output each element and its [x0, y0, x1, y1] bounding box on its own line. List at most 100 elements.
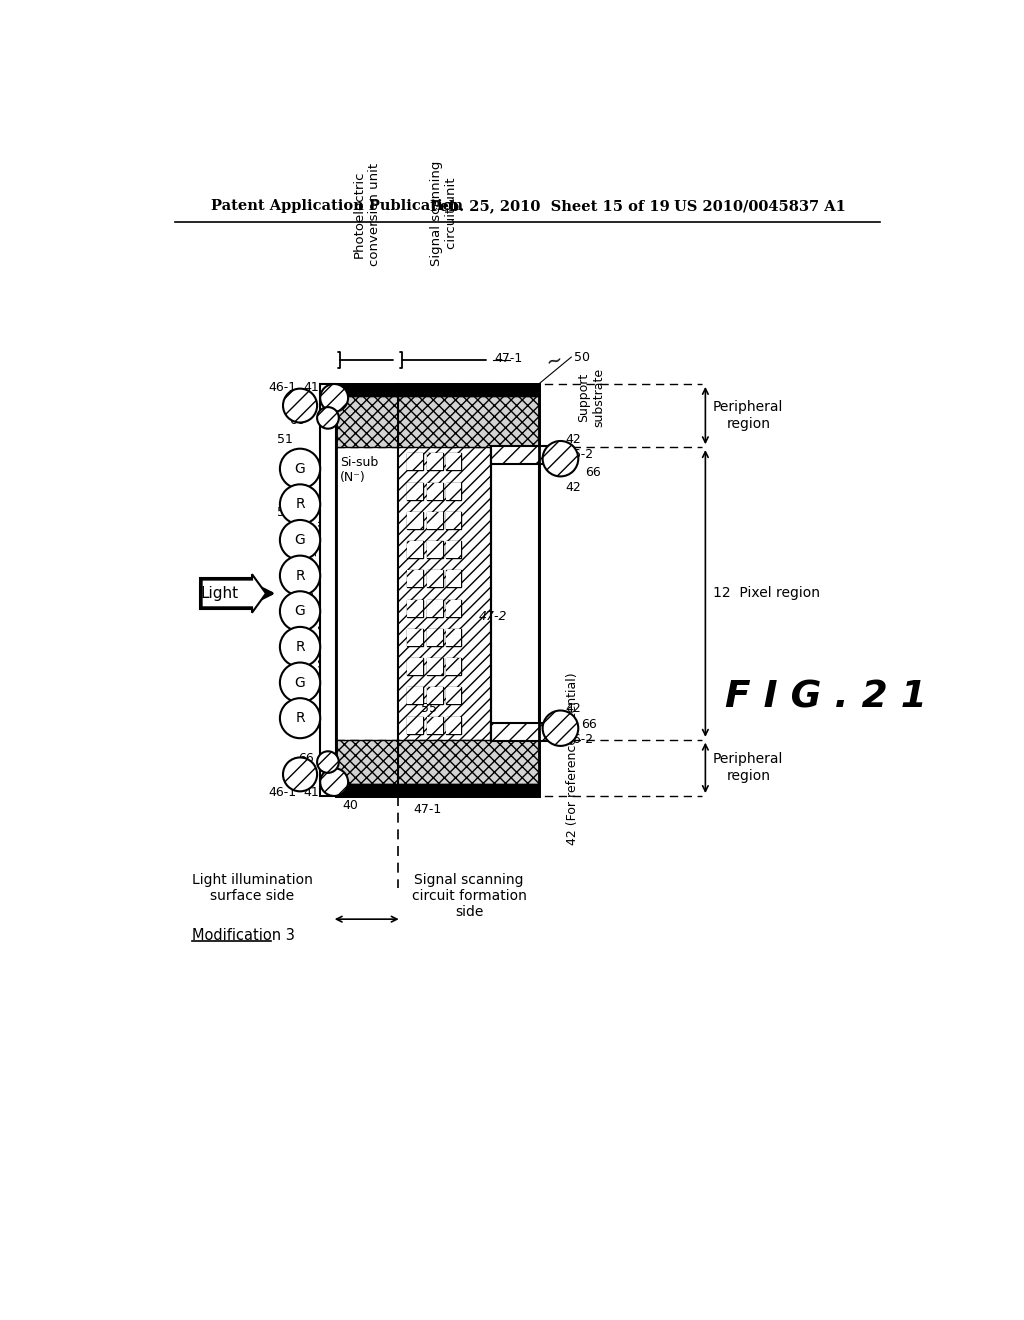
Bar: [427, 659, 442, 675]
Bar: [336, 396, 539, 447]
Circle shape: [280, 520, 321, 560]
Text: Feb. 25, 2010  Sheet 15 of 19: Feb. 25, 2010 Sheet 15 of 19: [430, 199, 670, 213]
Circle shape: [280, 591, 321, 631]
Bar: [407, 541, 423, 558]
Bar: [427, 512, 442, 529]
Text: 42 (For reference potential): 42 (For reference potential): [566, 673, 579, 845]
Bar: [407, 483, 423, 499]
Text: 41: 41: [303, 785, 318, 799]
Circle shape: [543, 441, 579, 477]
Bar: [445, 659, 461, 675]
Bar: [407, 512, 423, 529]
Bar: [445, 570, 461, 587]
Circle shape: [283, 388, 317, 422]
Bar: [407, 688, 423, 705]
Text: Signal scanning
circuit formation
side: Signal scanning circuit formation side: [412, 873, 526, 919]
Bar: [336, 739, 539, 784]
Text: G: G: [295, 533, 305, 546]
Circle shape: [321, 768, 348, 796]
Bar: [490, 447, 539, 739]
Text: Peripheral
region: Peripheral region: [713, 752, 783, 783]
Text: R: R: [295, 640, 305, 653]
Text: 50: 50: [573, 351, 590, 363]
Bar: [407, 628, 423, 645]
Bar: [407, 541, 423, 558]
Text: Photoelectric
conversion unit: Photoelectric conversion unit: [352, 164, 381, 267]
Bar: [445, 599, 461, 616]
Circle shape: [317, 407, 339, 429]
Bar: [445, 628, 461, 645]
Bar: [407, 453, 423, 470]
Bar: [427, 570, 442, 587]
Text: 66: 66: [289, 414, 305, 428]
Bar: [407, 628, 423, 645]
Text: R: R: [295, 498, 305, 511]
Text: 46-2: 46-2: [566, 733, 594, 746]
Text: 47-2: 47-2: [479, 610, 508, 623]
Bar: [427, 717, 442, 734]
Text: 46-2: 46-2: [566, 449, 594, 462]
Bar: [427, 599, 442, 616]
Bar: [490, 446, 562, 465]
Bar: [427, 628, 442, 645]
Bar: [321, 384, 336, 796]
Bar: [407, 453, 423, 470]
Bar: [427, 688, 442, 705]
Text: F I G . 2 1: F I G . 2 1: [725, 680, 927, 715]
Text: 55: 55: [421, 702, 437, 715]
Bar: [336, 784, 539, 796]
Bar: [445, 541, 461, 558]
Bar: [445, 688, 461, 705]
Text: 46-1: 46-1: [269, 785, 297, 799]
Bar: [445, 599, 461, 616]
Bar: [445, 541, 461, 558]
Text: G: G: [295, 462, 305, 475]
Text: Light illumination
surface side: Light illumination surface side: [191, 873, 312, 903]
Bar: [407, 717, 423, 734]
Text: 41: 41: [303, 381, 318, 395]
Text: 53: 53: [289, 483, 305, 496]
Bar: [407, 659, 423, 675]
Text: 47-1: 47-1: [495, 352, 523, 366]
Bar: [445, 453, 461, 470]
Bar: [427, 717, 442, 734]
Text: 42: 42: [566, 433, 582, 446]
Bar: [407, 483, 423, 499]
FancyArrow shape: [202, 574, 266, 612]
Bar: [407, 599, 423, 616]
Circle shape: [280, 556, 321, 595]
Text: Light: Light: [201, 586, 239, 601]
Text: Si-sub
(N⁻): Si-sub (N⁻): [340, 457, 379, 484]
Text: Signal scanning
circuit unit: Signal scanning circuit unit: [430, 161, 458, 267]
Circle shape: [280, 627, 321, 667]
Bar: [407, 717, 423, 734]
Bar: [336, 384, 539, 796]
Bar: [427, 483, 442, 499]
Circle shape: [543, 710, 579, 746]
Bar: [427, 628, 442, 645]
Text: 40: 40: [342, 799, 357, 812]
Bar: [427, 659, 442, 675]
Bar: [427, 453, 442, 470]
Bar: [407, 688, 423, 705]
Bar: [336, 384, 539, 796]
FancyBboxPatch shape: [200, 578, 254, 609]
Bar: [407, 570, 423, 587]
Bar: [407, 599, 423, 616]
Text: 42: 42: [566, 482, 582, 495]
Bar: [445, 628, 461, 645]
Text: R: R: [295, 569, 305, 582]
Bar: [445, 483, 461, 499]
Bar: [445, 717, 461, 734]
Circle shape: [280, 449, 321, 488]
Bar: [397, 396, 490, 784]
Text: 66: 66: [298, 752, 314, 766]
Bar: [427, 483, 442, 499]
Bar: [445, 717, 461, 734]
Text: R: R: [295, 711, 305, 725]
Text: US 2010/0045837 A1: US 2010/0045837 A1: [675, 199, 846, 213]
Text: Support
substrate: Support substrate: [578, 367, 605, 426]
Text: ~: ~: [545, 350, 565, 372]
Bar: [490, 723, 562, 742]
Bar: [427, 512, 442, 529]
